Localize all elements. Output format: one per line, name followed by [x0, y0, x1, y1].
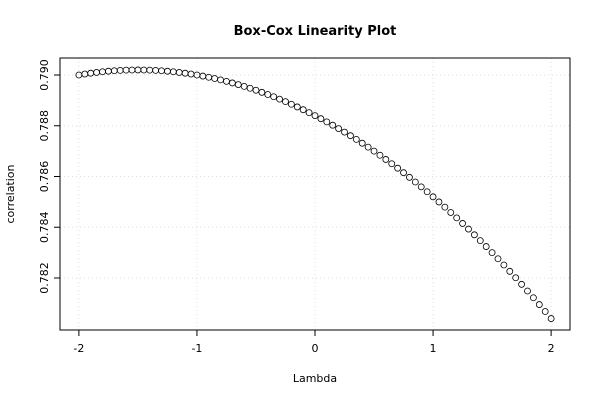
point — [476, 237, 484, 245]
point — [270, 93, 278, 101]
point — [382, 156, 390, 163]
point — [323, 118, 331, 126]
point — [311, 112, 319, 119]
point — [246, 84, 254, 92]
point — [488, 249, 496, 257]
point — [441, 203, 449, 211]
point — [370, 147, 378, 155]
point — [299, 106, 307, 114]
point — [252, 86, 260, 94]
point — [541, 308, 549, 315]
y-tick-label: 0.782 — [38, 262, 51, 294]
y-tick-label: 0.788 — [38, 110, 51, 142]
y-tick-label: 0.784 — [38, 211, 51, 243]
point — [417, 183, 425, 191]
point — [423, 188, 431, 196]
point — [400, 169, 407, 177]
point — [258, 88, 266, 96]
point — [459, 220, 466, 227]
point — [465, 225, 472, 233]
point — [293, 103, 301, 111]
point — [506, 267, 514, 275]
point — [305, 109, 313, 117]
point — [240, 82, 248, 90]
point — [512, 274, 520, 282]
x-tick-label: -2 — [73, 342, 84, 355]
y-tick-label: 0.790 — [38, 59, 51, 91]
point — [352, 135, 360, 143]
x-tick-label: 1 — [430, 342, 437, 355]
x-axis-label: Lambda — [293, 372, 337, 385]
point — [406, 173, 413, 181]
point — [524, 287, 531, 295]
point — [394, 164, 402, 172]
point — [447, 209, 455, 216]
chart-title: Box-Cox Linearity Plot — [234, 24, 397, 39]
point — [282, 98, 289, 106]
point — [287, 100, 295, 108]
y-axis-label: correlation — [4, 164, 17, 223]
point — [482, 243, 490, 250]
point — [500, 261, 508, 269]
x-tick-label: -1 — [191, 342, 202, 355]
point — [435, 198, 443, 206]
point — [494, 255, 502, 263]
y-tick-label: 0.786 — [38, 161, 51, 193]
point — [411, 178, 419, 186]
point — [388, 160, 396, 168]
point — [335, 125, 343, 132]
point — [547, 315, 555, 322]
point — [518, 280, 525, 288]
point — [276, 95, 283, 103]
point — [429, 193, 437, 201]
point — [234, 81, 242, 88]
point — [341, 128, 348, 136]
point — [530, 294, 537, 302]
x-tick-label: 2 — [548, 342, 555, 355]
point — [535, 301, 543, 308]
point — [317, 115, 325, 123]
x-tick-label: 0 — [312, 342, 319, 355]
point — [347, 132, 354, 140]
point — [329, 121, 337, 129]
point — [358, 139, 366, 147]
point — [364, 143, 372, 151]
point — [453, 214, 461, 222]
point — [264, 91, 272, 98]
point — [376, 151, 384, 159]
plot-frame — [59, 57, 571, 331]
point — [470, 231, 478, 239]
